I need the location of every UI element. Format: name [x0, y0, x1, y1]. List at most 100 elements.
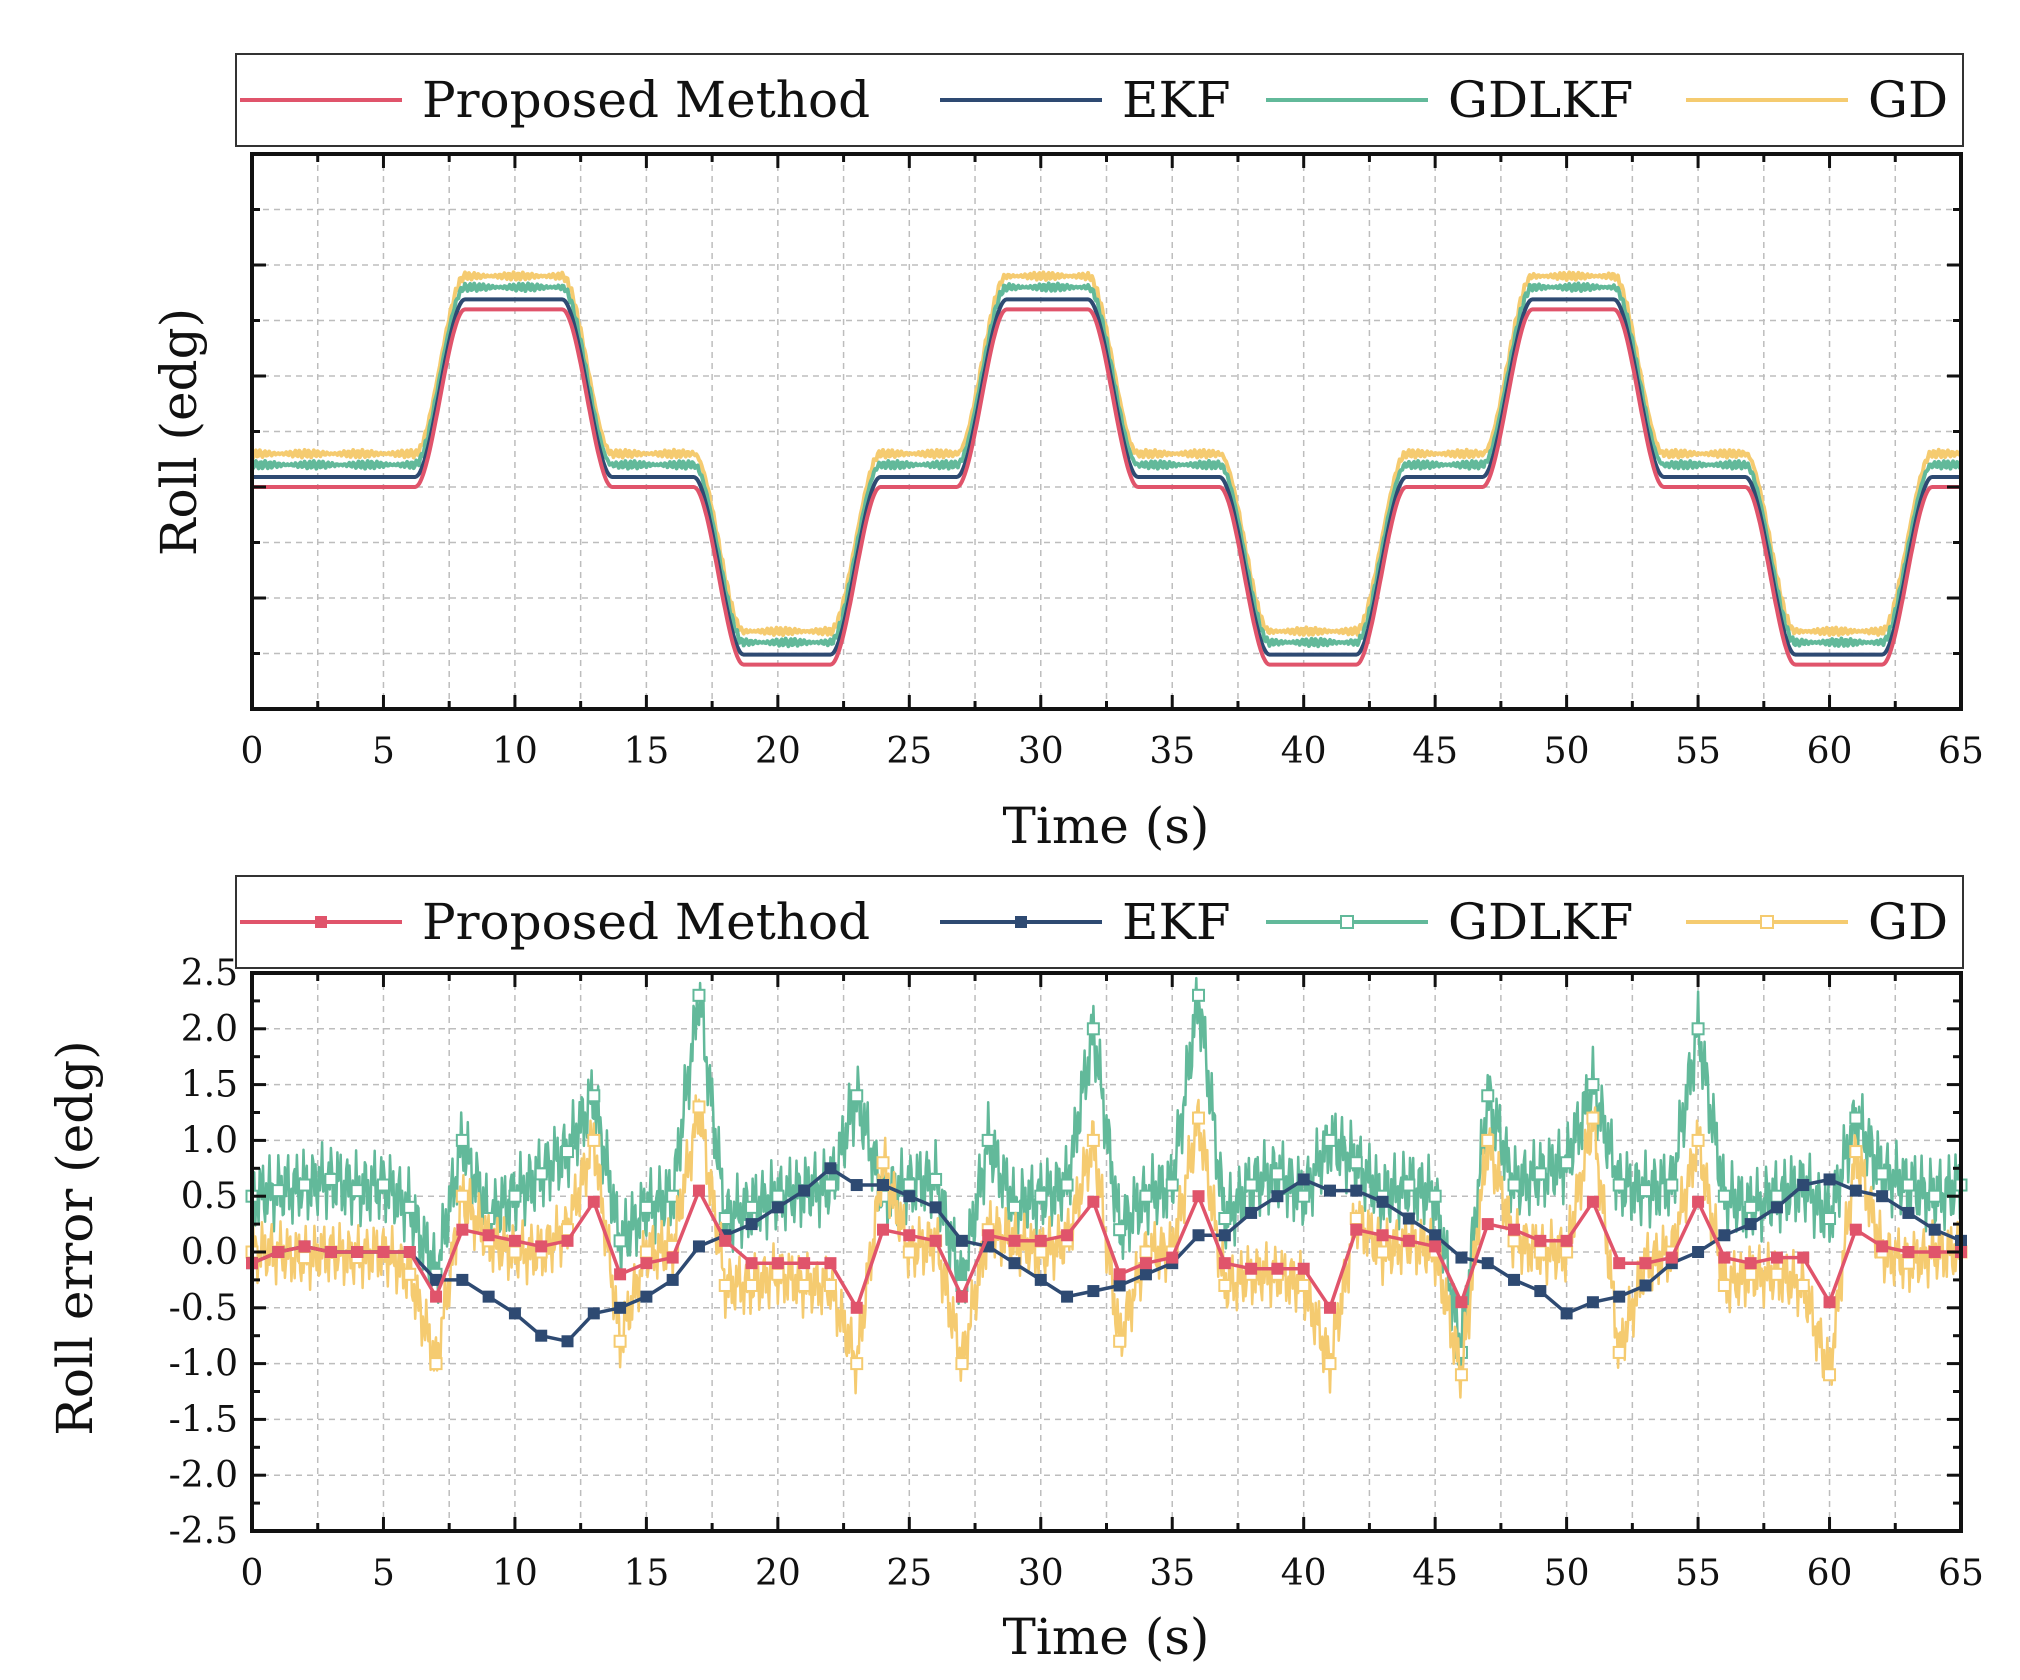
- data-point: [1192, 1111, 1206, 1125]
- x-tick-label: 10: [492, 1553, 538, 1594]
- data-point: [1086, 1133, 1100, 1147]
- data-point: [1823, 1212, 1837, 1226]
- x-tick-label: 40: [1281, 731, 1327, 772]
- legend-label: EKF: [1122, 893, 1231, 951]
- data-point: [1508, 1223, 1521, 1236]
- data-point: [1586, 1078, 1600, 1092]
- legend-label: Proposed Method: [422, 893, 870, 951]
- legend-label: GD: [1868, 71, 1948, 129]
- data-point: [1744, 1257, 1757, 1270]
- x-tick-label: 65: [1938, 1553, 1984, 1594]
- data-point: [1639, 1279, 1652, 1292]
- data-point: [718, 1278, 732, 1292]
- data-point: [1901, 1178, 1915, 1192]
- data-point: [640, 1290, 653, 1303]
- data-point: [1770, 1251, 1783, 1264]
- data-point: [455, 1133, 469, 1147]
- data-point: [1323, 1133, 1337, 1147]
- data-point: [1612, 1178, 1626, 1192]
- data-point: [1271, 1190, 1284, 1203]
- legend-box-bottom: [235, 875, 1964, 969]
- data-point: [1744, 1267, 1758, 1281]
- data-point: [1008, 1234, 1021, 1247]
- data-point: [350, 1184, 364, 1198]
- series-line-gd: [250, 1094, 1963, 1399]
- data-point: [1534, 1285, 1547, 1298]
- data-point: [455, 1189, 469, 1203]
- data-point: [692, 1240, 705, 1253]
- chart-roll-error: Proposed Method EKF GDLKF GD 0 5 10 15 20 25 30 35…: [46, 875, 1984, 1666]
- data-point: [1323, 1184, 1336, 1197]
- series-line-proposed-method: [251, 307, 1962, 667]
- data-point: [666, 1273, 679, 1286]
- data-point: [1429, 1229, 1442, 1242]
- data-point: [1560, 1307, 1573, 1320]
- data-point: [824, 1257, 837, 1270]
- data-point: [1770, 1189, 1784, 1203]
- data-point: [1061, 1290, 1074, 1303]
- data-point: [771, 1257, 784, 1270]
- data-point: [1508, 1273, 1521, 1286]
- data-point: [1612, 1345, 1626, 1359]
- x-tick-label: 10: [492, 731, 538, 772]
- data-point: [1770, 1201, 1783, 1214]
- data-point: [745, 1200, 759, 1214]
- x-tick-label: 20: [755, 1553, 801, 1594]
- x-tick-labels-bottom: 0 5 10 15 20 25 30 35 40 45 50 55 60 65: [241, 1553, 1984, 1594]
- data-point: [797, 1278, 811, 1292]
- x-tick-label: 50: [1544, 1553, 1590, 1594]
- ticks-bottom: [250, 971, 1963, 1533]
- data-point: [1797, 1251, 1810, 1264]
- data-point: [1297, 1278, 1311, 1292]
- ticks-top: [250, 152, 1963, 711]
- data-point: [1350, 1184, 1363, 1197]
- x-tick-label: 60: [1807, 731, 1853, 772]
- data-point: [1429, 1240, 1442, 1253]
- data-point: [1349, 1156, 1363, 1170]
- data-point: [1902, 1246, 1915, 1258]
- data-point: [823, 1278, 837, 1292]
- data-point: [903, 1229, 916, 1242]
- y-tick-label: 0.0: [181, 1232, 238, 1273]
- data-point: [535, 1240, 548, 1253]
- data-point: [613, 1334, 627, 1348]
- data-point: [1823, 1296, 1836, 1309]
- data-point: [929, 1234, 942, 1247]
- data-point: [1271, 1262, 1284, 1275]
- data-point: [1849, 1223, 1862, 1236]
- data-point: [1455, 1296, 1468, 1309]
- data-point: [798, 1184, 811, 1197]
- x-tick-label: 35: [1149, 731, 1195, 772]
- data-point: [508, 1307, 521, 1320]
- data-point: [639, 1245, 653, 1259]
- data-point: [823, 1178, 837, 1192]
- data-point: [456, 1223, 469, 1236]
- data-point: [745, 1218, 758, 1231]
- x-tick-label: 0: [241, 731, 264, 772]
- data-point: [561, 1335, 574, 1348]
- x-tick-label: 65: [1938, 731, 1984, 772]
- data-point: [1192, 988, 1206, 1002]
- data-point: [692, 1184, 705, 1197]
- data-point: [1928, 1189, 1942, 1203]
- data-point: [1691, 1133, 1705, 1147]
- data-point: [745, 1278, 759, 1292]
- data-point: [1718, 1229, 1731, 1242]
- data-point: [351, 1246, 364, 1258]
- data-point: [298, 1251, 312, 1265]
- y-axis-title-bottom: Roll error (edg): [46, 1040, 104, 1436]
- data-point: [1744, 1218, 1757, 1231]
- data-point: [1007, 1200, 1021, 1214]
- data-point: [771, 1189, 785, 1203]
- data-point: [955, 1290, 968, 1303]
- data-point: [508, 1189, 522, 1203]
- data-point: [1402, 1178, 1416, 1192]
- series-gdlkf: [245, 976, 1968, 1371]
- legend-marker: [1760, 915, 1774, 929]
- data-point: [561, 1234, 574, 1247]
- data-point: [639, 1200, 653, 1214]
- data-point: [271, 1184, 285, 1198]
- y-tick-label: 0.5: [181, 1176, 238, 1217]
- data-point: [1297, 1262, 1310, 1275]
